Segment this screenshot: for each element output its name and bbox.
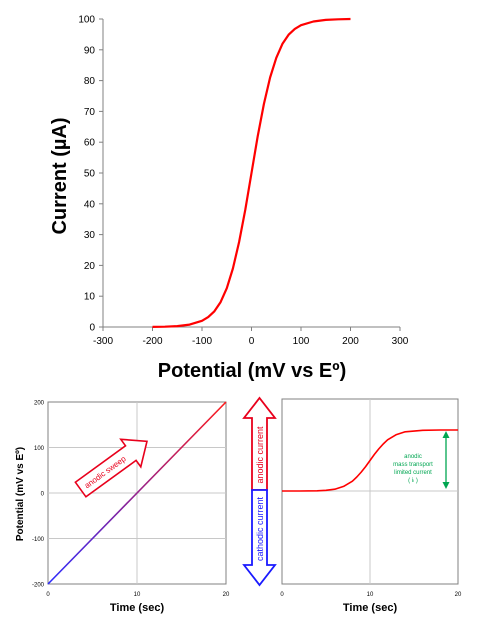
voltammogram-curve	[152, 17, 351, 328]
voltammogram-x-axis-label: Potential (mV vs Eº)	[158, 360, 346, 382]
ramp-x-tick-label: 0	[46, 592, 50, 598]
current-curve	[282, 429, 458, 492]
ramp-y-tick-label: -100	[32, 537, 45, 543]
current-series	[282, 429, 458, 492]
voltammogram-x-tick-label: -200	[142, 336, 162, 347]
limiting-current-indicator	[442, 431, 450, 489]
voltammogram-y-tick-label: 30	[84, 230, 96, 241]
current-x-ticks: 0 10 20	[280, 592, 462, 598]
voltammogram-y-ticks: 0 10 20 30 40 50 60 70 80 90 100	[78, 15, 103, 334]
anodic-current-label: anodic current	[255, 426, 265, 484]
limiting-current-arrowhead-bottom	[442, 482, 450, 489]
voltammogram-x-tick-label: 100	[293, 336, 310, 347]
voltammogram-x-tick-label: -300	[93, 336, 113, 347]
voltammogram-y-tick-label: 90	[84, 45, 96, 56]
cathodic-current-arrow	[242, 489, 277, 587]
potential-ramp-chart: -200 -100 0 100 200 0 10 20 Potential (mV vs E…	[15, 401, 230, 615]
ramp-x-tick-label: 10	[134, 592, 141, 598]
cathodic-current-label: cathodic current	[255, 496, 265, 561]
ramp-y-tick-label: 0	[41, 492, 45, 498]
ramp-x-axis-label: Time (sec)	[110, 602, 165, 614]
ramp-y-tick-label: -200	[32, 583, 45, 589]
limit-annotation-line4: ( iₗ )	[408, 478, 418, 484]
limit-annotation-line3: limited current	[394, 470, 432, 476]
current-x-tick-label: 10	[367, 592, 374, 598]
voltammogram-y-tick-label: 10	[84, 292, 96, 303]
voltammogram-y-tick-label: 20	[84, 261, 96, 272]
ramp-y-tick-label: 100	[34, 446, 45, 452]
voltammogram-y-tick-label: 40	[84, 199, 96, 210]
current-x-tick-label: 20	[455, 592, 462, 598]
voltammogram-y-tick-label: 60	[84, 138, 96, 149]
limiting-current-arrowhead-top	[442, 431, 450, 438]
voltammogram-y-tick-label: 80	[84, 76, 96, 87]
current-direction-arrow: anodic current cathodic current	[242, 396, 277, 587]
voltammogram-chart: 0 10 20 30 40 50 60 70 80 90 100 -300 -200 -100 0 100 2…	[49, 15, 409, 383]
current-x-axis-label: Time (sec)	[343, 602, 398, 614]
voltammogram-x-ticks: -300 -200 -100 0 100 200 300	[93, 327, 409, 347]
voltammogram-y-tick-label: 100	[78, 15, 95, 26]
voltammogram-series	[152, 17, 351, 328]
ramp-x-tick-label: 20	[223, 592, 230, 598]
voltammogram-x-tick-label: 300	[392, 336, 409, 347]
anodic-sweep-arrow-shape	[74, 438, 148, 498]
voltammogram-y-tick-label: 70	[84, 107, 96, 118]
ramp-y-axis-label: Potential (mV vs Eº)	[15, 447, 26, 541]
ramp-y-ticks: -200 -100 0 100 200	[32, 401, 45, 589]
voltammogram-x-tick-label: 200	[342, 336, 359, 347]
anodic-current-arrow	[242, 396, 277, 491]
voltammogram-y-tick-label: 50	[84, 169, 96, 180]
voltammogram-y-axis-label: Current (µA)	[49, 117, 71, 234]
current-x-tick-label: 0	[280, 592, 284, 598]
current-time-chart: 0 10 20 Time (sec) anodic mass transport l…	[280, 398, 462, 614]
voltammogram-x-tick-label: 0	[249, 336, 255, 347]
ramp-y-tick-label: 200	[34, 401, 45, 407]
limit-annotation-line1: anodic	[404, 454, 422, 460]
voltammogram-y-tick-label: 0	[89, 323, 95, 334]
ramp-line	[47, 401, 227, 585]
limit-annotation-line2: mass transport	[393, 462, 433, 468]
ramp-x-ticks: 0 10 20	[46, 592, 230, 598]
ramp-series	[47, 401, 227, 585]
voltammogram-x-tick-label: -100	[192, 336, 212, 347]
